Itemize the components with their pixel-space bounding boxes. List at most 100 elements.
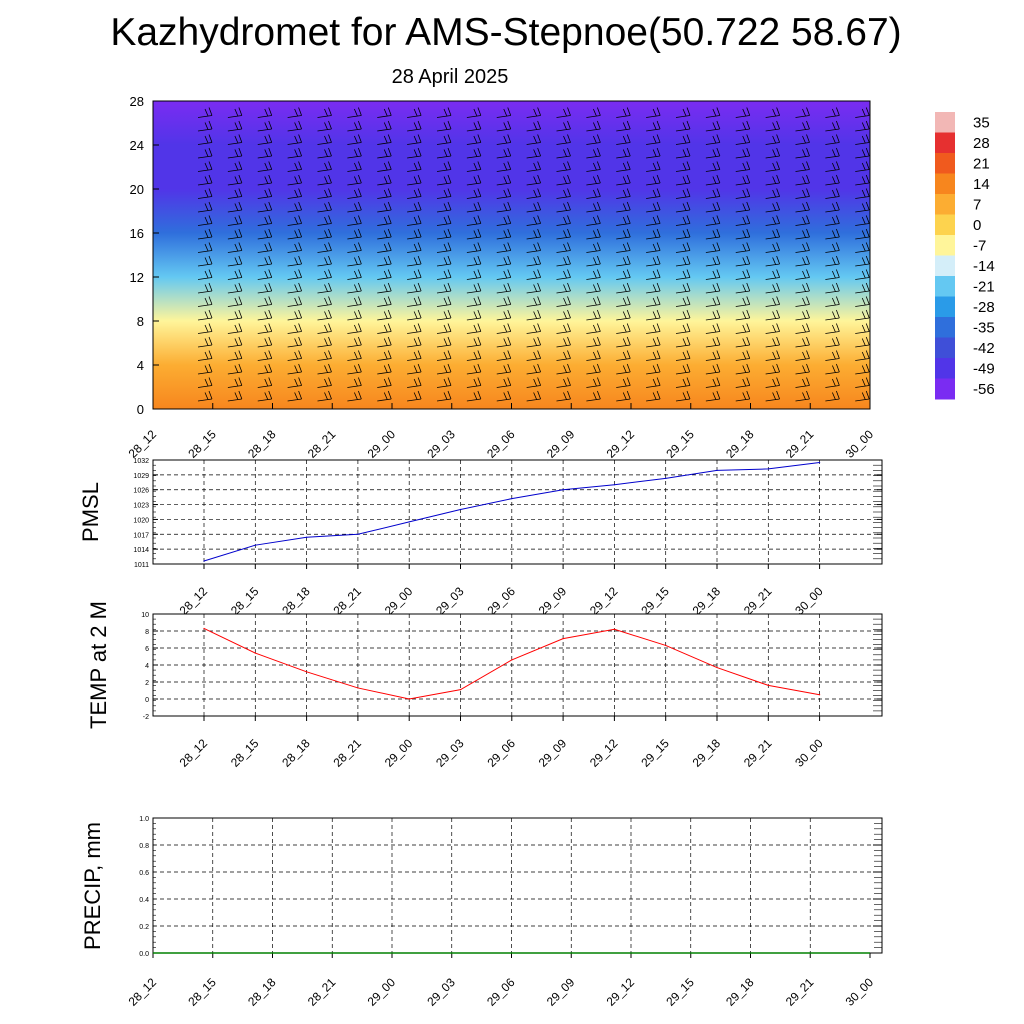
- wind-barb: [795, 188, 810, 199]
- x-tick-label: 29_03: [433, 584, 467, 618]
- y-tick-label: 1017: [133, 532, 149, 539]
- wind-barb: [795, 161, 810, 172]
- wind-barb: [257, 161, 273, 172]
- wind-barb: [855, 201, 870, 213]
- wind-barb: [705, 174, 721, 186]
- wind-barb: [795, 309, 810, 321]
- x-tick-label: 28_18: [279, 584, 313, 618]
- wind-barb: [257, 134, 273, 145]
- wind-barb: [586, 174, 601, 186]
- wind-barb: [377, 120, 392, 132]
- wind-barb: [317, 107, 332, 118]
- wind-barb: [526, 296, 541, 307]
- wind-barb: [496, 323, 512, 334]
- wind-barb: [586, 296, 601, 307]
- wind-barb: [556, 134, 571, 145]
- wind-barb: [436, 188, 452, 199]
- wind-barb: [825, 323, 840, 334]
- wind-barb: [197, 363, 213, 375]
- x-tick-label: 29_09: [544, 427, 578, 461]
- wind-barb: [257, 269, 273, 280]
- wind-barb: [317, 134, 332, 145]
- data-point: [819, 694, 821, 696]
- wind-barb: [317, 296, 332, 307]
- wind-barb: [735, 323, 751, 334]
- wind-barb: [466, 255, 482, 267]
- wind-barb: [705, 201, 721, 213]
- wind-barb: [197, 134, 213, 145]
- wind-barb: [825, 174, 840, 186]
- wind-barb: [675, 323, 691, 334]
- wind-barb: [765, 107, 780, 118]
- wind-barb: [855, 255, 870, 267]
- wind-barb: [347, 161, 362, 172]
- wind-barb: [347, 134, 362, 145]
- wind-barb: [197, 147, 213, 159]
- colorbar-swatch: [935, 132, 955, 154]
- wind-barb: [287, 242, 302, 253]
- wind-barb: [257, 120, 273, 132]
- wind-barb: [347, 269, 362, 280]
- colorbar-label: -35: [973, 319, 995, 336]
- wind-barb: [705, 120, 721, 132]
- y-tick-label: 4: [137, 358, 144, 373]
- wind-barb: [496, 188, 512, 199]
- y-tick-label: 16: [130, 226, 144, 241]
- wind-barb: [556, 120, 571, 132]
- wind-barb: [466, 107, 482, 118]
- wind-barb: [377, 350, 392, 361]
- wind-barb: [735, 120, 751, 132]
- data-point: [767, 468, 769, 470]
- x-tick-label: 28_18: [245, 975, 279, 1009]
- wind-barb: [227, 201, 243, 213]
- wind-barb: [646, 120, 661, 132]
- wind-barb: [616, 323, 631, 334]
- x-tick-label: 29_18: [723, 975, 757, 1009]
- wind-barb: [466, 228, 482, 240]
- wind-barb: [675, 174, 691, 186]
- y-axis-label: PMSL: [78, 482, 103, 542]
- wind-barb: [825, 134, 840, 145]
- x-tick-label: 29_09: [536, 736, 570, 770]
- wind-barb: [317, 120, 332, 132]
- wind-barb: [317, 174, 332, 186]
- wind-barb: [765, 147, 780, 159]
- wind-barb: [287, 377, 302, 388]
- wind-barb: [705, 296, 721, 307]
- wind-barb: [705, 107, 721, 118]
- wind-barb: [795, 282, 810, 294]
- wind-barb: [586, 147, 601, 159]
- wind-barb: [257, 174, 273, 186]
- x-tick-label: 29_03: [424, 427, 458, 461]
- x-tick-label: 29_03: [424, 975, 458, 1009]
- x-tick-label: 28_15: [228, 584, 262, 618]
- colorbar-label: -42: [973, 340, 995, 357]
- wind-barb: [407, 282, 422, 294]
- wind-barb: [526, 255, 541, 267]
- wind-barb: [646, 296, 661, 307]
- colorbar-swatch: [935, 112, 955, 133]
- y-tick-label: -2: [143, 714, 149, 721]
- wind-barb: [556, 188, 571, 199]
- wind-barb: [466, 201, 482, 213]
- wind-barb: [257, 363, 273, 375]
- wind-barb: [407, 215, 422, 226]
- wind-barb: [526, 377, 541, 388]
- wind-barb: [526, 323, 541, 334]
- wind-barb: [287, 215, 302, 226]
- wind-barb: [466, 363, 482, 375]
- temp-2m-panel: -2 0 2 4 6 8 10 28_12 28_15 28_18 28_21 29_00 29_03 2…: [86, 601, 883, 770]
- wind-barb: [257, 282, 273, 294]
- wind-barb: [586, 188, 601, 199]
- y-tick-label: 1020: [133, 517, 149, 524]
- wind-barb: [675, 201, 691, 213]
- wind-barb: [377, 188, 392, 199]
- wind-barb: [227, 255, 243, 267]
- wind-barb: [795, 323, 810, 334]
- y-tick-label: 6: [145, 646, 149, 653]
- wind-barb: [795, 296, 810, 307]
- wind-barb: [197, 215, 213, 226]
- wind-barb: [586, 336, 601, 348]
- wind-barb: [586, 350, 601, 361]
- wind-barb: [227, 350, 243, 361]
